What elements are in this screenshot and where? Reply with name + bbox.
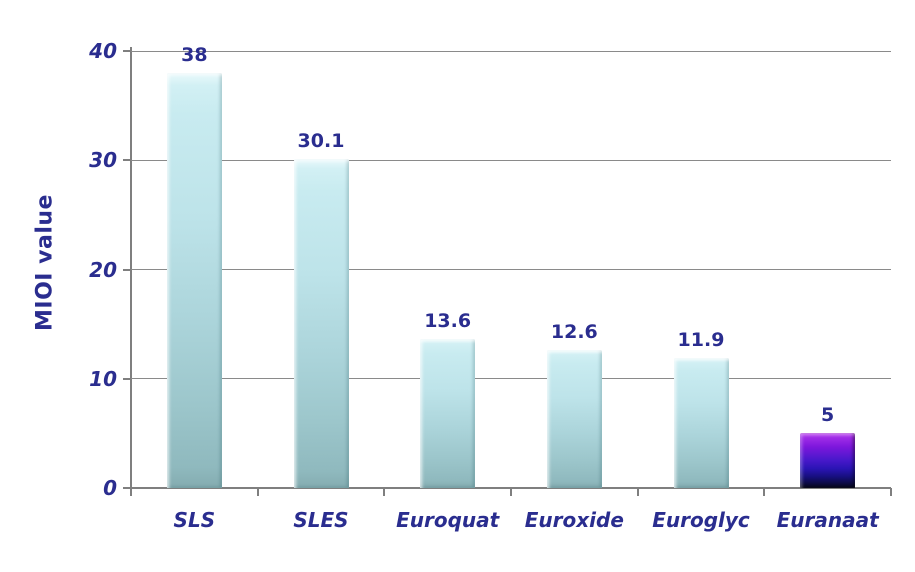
category-label: Euroxide (524, 508, 624, 532)
category-label: SLES (293, 508, 349, 532)
x-axis-tick (130, 488, 132, 496)
bar-value-label: 5 (821, 404, 835, 427)
bar-value-label: 13.6 (424, 310, 472, 333)
y-axis-tick (123, 487, 131, 489)
y-axis-tick-label: 0 (103, 476, 117, 500)
bar-sles (293, 159, 349, 488)
bar-value-label: 11.9 (677, 328, 725, 351)
x-axis-tick (383, 488, 386, 496)
bar-value-label: 30.1 (297, 130, 345, 153)
bar-euroxide (546, 350, 602, 488)
y-axis-tick-label: 10 (89, 366, 117, 391)
category-label: Euroglyc (652, 508, 750, 532)
y-axis-tick (123, 268, 131, 271)
x-axis-tick (890, 488, 892, 496)
x-axis-tick (256, 488, 259, 496)
y-axis-tick (123, 377, 131, 380)
y-axis-tick-label: 30 (89, 148, 117, 173)
bar-value-label: 12.6 (550, 321, 598, 344)
bar-euranaat (800, 433, 856, 488)
y-axis-tick (123, 159, 131, 162)
category-label: SLS (173, 508, 216, 532)
x-axis-tick (510, 488, 512, 496)
y-axis-tick (123, 50, 131, 52)
bar-value-label: 38 (181, 43, 208, 66)
gridline (131, 50, 891, 52)
x-axis-tick (763, 488, 766, 496)
bar-euroglyc (673, 357, 729, 488)
gridline (131, 159, 891, 161)
y-axis-tick-label: 20 (89, 257, 117, 282)
y-axis-tick-label: 40 (89, 39, 117, 63)
bar-sls (166, 72, 222, 488)
gridline (131, 269, 891, 270)
gridline (131, 378, 891, 380)
category-label: Euranaat (776, 508, 879, 532)
x-axis-tick (636, 488, 639, 496)
y-axis-line (130, 47, 132, 488)
category-label: Euroquat (396, 508, 500, 532)
bar-euroquat (420, 339, 476, 488)
